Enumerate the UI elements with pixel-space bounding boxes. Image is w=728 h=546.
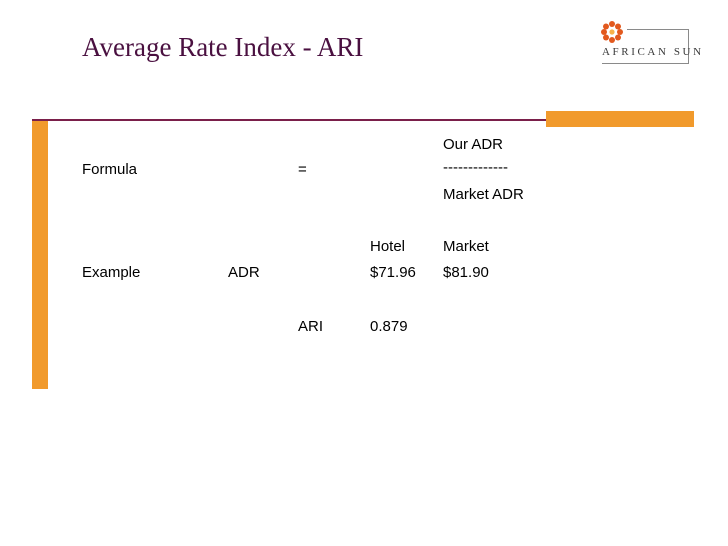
hotel-value: $71.96 bbox=[370, 264, 416, 281]
african-sun-logo: AFRICAN SUN bbox=[594, 16, 701, 66]
title-divider bbox=[32, 119, 692, 121]
market-value: $81.90 bbox=[443, 264, 489, 281]
sun-flower-icon bbox=[601, 21, 623, 43]
formula-label: Formula bbox=[82, 161, 138, 178]
accent-side-bar bbox=[32, 121, 48, 389]
market-header: Market bbox=[443, 238, 489, 255]
example-label: Example bbox=[82, 264, 141, 281]
ari-label: ARI bbox=[298, 318, 324, 335]
hotel-header: Hotel bbox=[370, 238, 406, 255]
formula-divider: ------------- bbox=[443, 159, 508, 176]
slide-title: Average Rate Index - ARI bbox=[82, 32, 364, 62]
formula-equals: = bbox=[298, 161, 307, 178]
example-metric: ADR bbox=[228, 264, 260, 281]
logo-frame-right bbox=[688, 29, 689, 64]
logo-frame-bottom bbox=[602, 63, 689, 64]
formula-denominator: Market ADR bbox=[443, 186, 524, 203]
logo-wordmark: AFRICAN SUN bbox=[602, 46, 704, 58]
logo-frame-top bbox=[627, 29, 689, 30]
accent-block bbox=[546, 111, 694, 127]
ari-value: 0.879 bbox=[370, 318, 408, 335]
formula-numerator: Our ADR bbox=[443, 136, 504, 153]
